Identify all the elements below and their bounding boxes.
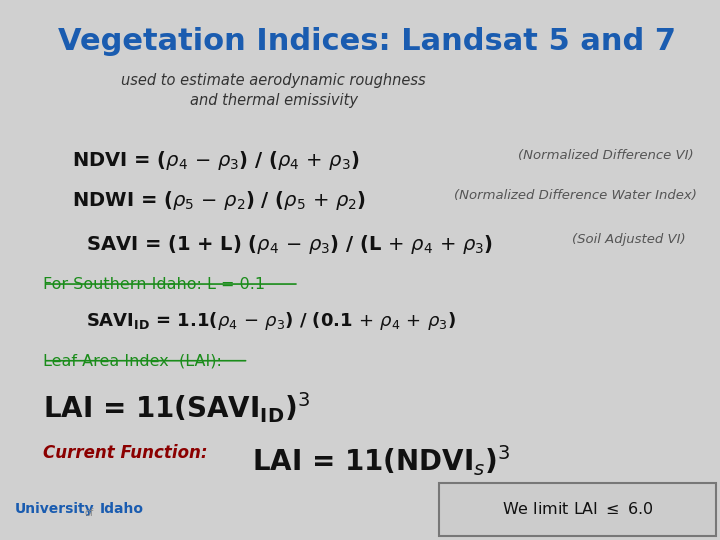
- Text: Current Function:: Current Function:: [43, 444, 207, 462]
- Text: SAVI = (1 + L) ($\rho_4$ $-$ $\rho_3$) / (L $+$ $\rho_4$ $+$ $\rho_3$): SAVI = (1 + L) ($\rho_4$ $-$ $\rho_3$) /…: [86, 233, 494, 256]
- Text: NDVI = ($\rho_4$ $-$ $\rho_3$) / ($\rho_4$ $+$ $\rho_3$): NDVI = ($\rho_4$ $-$ $\rho_3$) / ($\rho_…: [72, 148, 360, 172]
- Text: SAVI$_{\mathbf{ID}}$ = 1.1($\rho_4$ $-$ $\rho_3$) / (0.1 $+$ $\rho_4$ $+$ $\rho_: SAVI$_{\mathbf{ID}}$ = 1.1($\rho_4$ $-$ …: [86, 310, 456, 333]
- Text: Leaf Area Index  (LAI):: Leaf Area Index (LAI):: [43, 354, 222, 369]
- Text: Vegetation Indices: Landsat 5 and 7: Vegetation Indices: Landsat 5 and 7: [58, 27, 675, 56]
- Text: (Normalized Difference VI): (Normalized Difference VI): [518, 148, 694, 161]
- Text: NDWI = ($\rho_5$ $-$ $\rho_2$) / ($\rho_5$ $+$ $\rho_2$): NDWI = ($\rho_5$ $-$ $\rho_2$) / ($\rho_…: [72, 189, 366, 212]
- Text: For Southern Idaho: L = 0.1: For Southern Idaho: L = 0.1: [43, 277, 266, 292]
- Text: Idaho: Idaho: [99, 502, 143, 516]
- Text: LAI = 11(NDVI$_s$)$^3$: LAI = 11(NDVI$_s$)$^3$: [252, 443, 510, 477]
- Text: used to estimate aerodynamic roughness
and thermal emissivity: used to estimate aerodynamic roughness a…: [121, 73, 426, 107]
- Text: (Soil Adjusted VI): (Soil Adjusted VI): [572, 233, 686, 246]
- Text: We limit LAI $\leq$ 6.0: We limit LAI $\leq$ 6.0: [503, 501, 654, 517]
- Text: (Normalized Difference Water Index): (Normalized Difference Water Index): [454, 189, 696, 202]
- Text: University: University: [14, 502, 94, 516]
- Text: LAI = 11(SAVI$_{\mathbf{ID}}$)$^3$: LAI = 11(SAVI$_{\mathbf{ID}}$)$^3$: [43, 390, 310, 424]
- Text: of: of: [85, 508, 94, 518]
- FancyBboxPatch shape: [439, 483, 716, 536]
